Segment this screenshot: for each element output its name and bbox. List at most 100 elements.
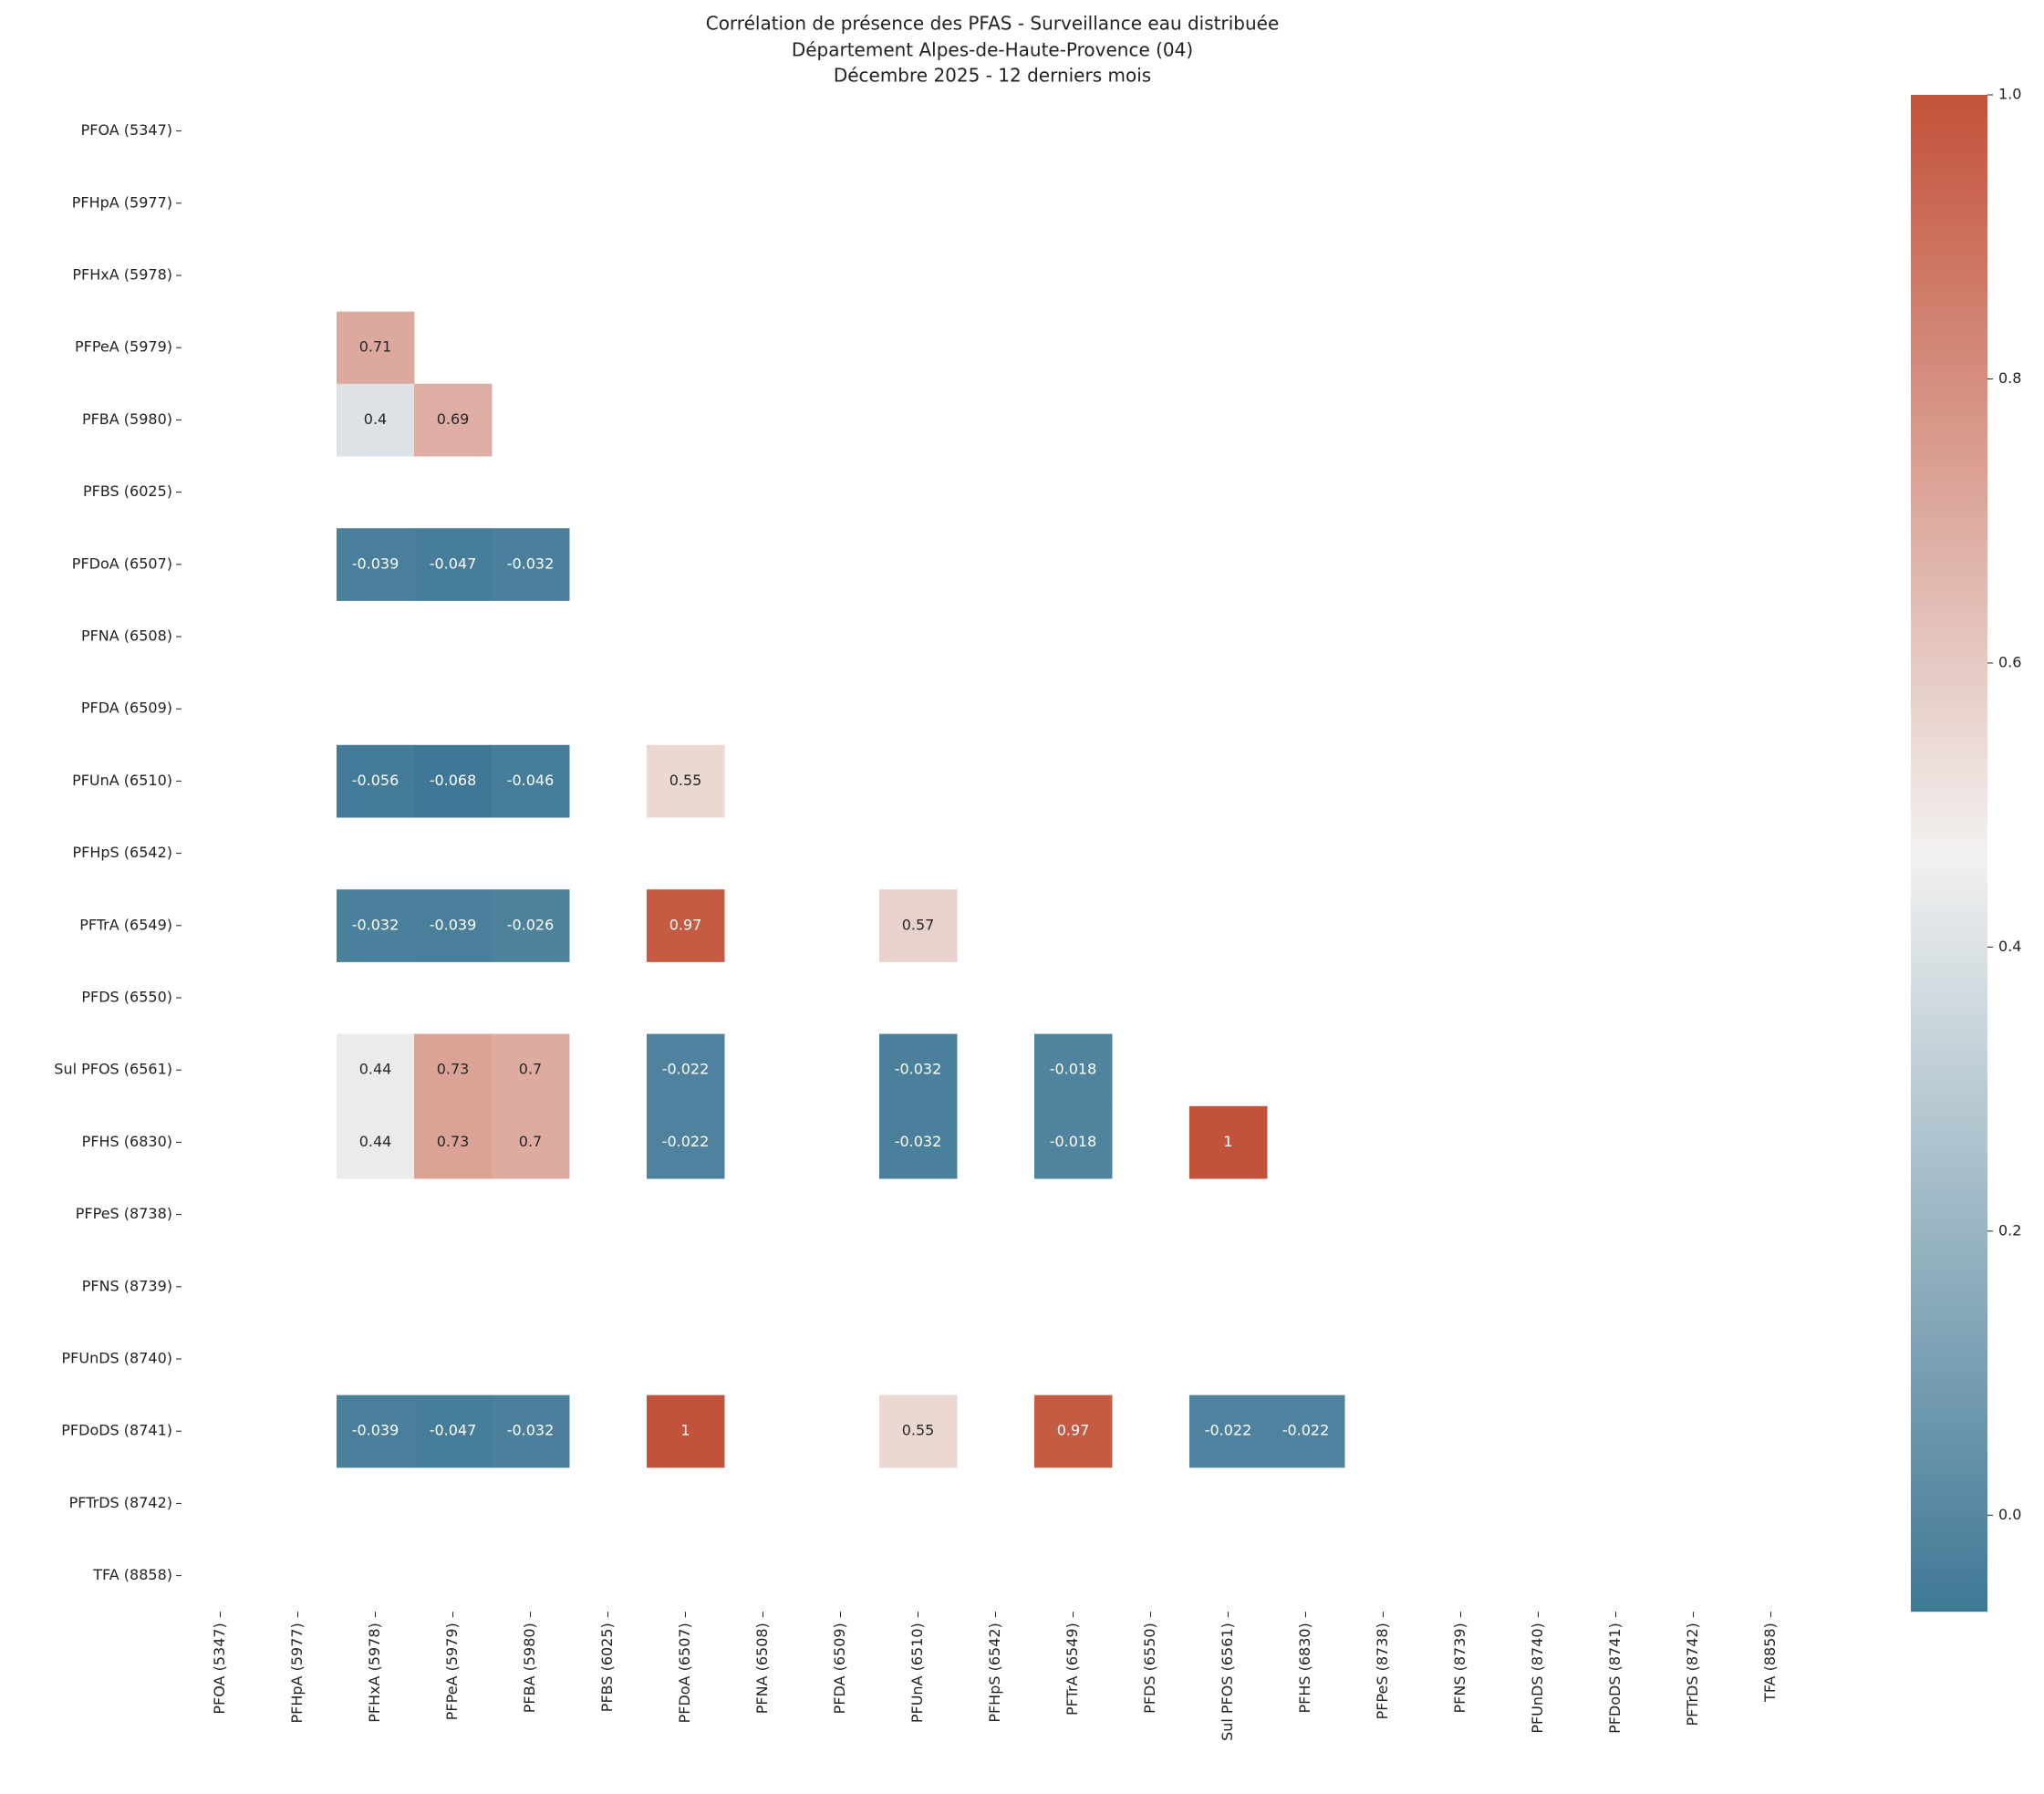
x-tick-label: PFDoA (6507) (676, 1623, 693, 1723)
x-tick-label: PFBS (6025) (598, 1623, 616, 1712)
cell-label: -0.022 (662, 1133, 710, 1150)
cell-label: 0.7 (519, 1133, 542, 1150)
cell-label: -0.032 (895, 1133, 942, 1150)
cell-label: 0.69 (437, 410, 470, 428)
x-tick-label: PFDoDS (8741) (1606, 1623, 1624, 1734)
y-tick-label: PFNA (6508) (81, 627, 172, 645)
heatmap-cell (879, 889, 958, 962)
heatmap-cell (414, 1395, 493, 1468)
cell-label: -0.018 (1050, 1133, 1097, 1150)
colorbar-tick-label: 0.8 (1998, 369, 2021, 387)
cell-label: -0.018 (1050, 1061, 1097, 1078)
cell-label: -0.039 (430, 916, 477, 933)
heatmap-cell (337, 1105, 415, 1179)
heatmap-cell (879, 1033, 958, 1107)
cell-label: 1 (680, 1422, 690, 1439)
cell-label: -0.032 (507, 1422, 555, 1439)
cell-label: -0.032 (895, 1061, 942, 1078)
y-tick-label: PFUnA (6510) (72, 772, 172, 789)
heatmap-cell (647, 1105, 725, 1179)
heatmap-cell (414, 1105, 493, 1179)
cell-label: -0.047 (430, 555, 477, 572)
cell-label: 0.7 (519, 1061, 542, 1078)
x-tick-label: PFHS (6830) (1296, 1623, 1313, 1713)
y-tick-label: PFDS (6550) (81, 989, 172, 1006)
cell-label: 0.55 (902, 1422, 935, 1439)
cell-label: -0.022 (1282, 1422, 1330, 1439)
cell-label: -0.026 (507, 916, 555, 933)
x-tick-label: PFUnA (6510) (908, 1623, 926, 1723)
heatmap-cell (414, 528, 493, 601)
heatmap-cell (647, 1033, 725, 1107)
y-tick-label: PFDoA (6507) (72, 555, 172, 572)
x-tick-label: PFPeS (8738) (1374, 1623, 1391, 1719)
heatmap-cell (647, 889, 725, 962)
cell-label: -0.068 (430, 772, 477, 789)
x-tick-label: PFHxA (5978) (366, 1623, 383, 1723)
cell-label: 0.97 (669, 916, 702, 933)
heatmap-cell (492, 528, 570, 601)
cell-label: -0.046 (507, 772, 555, 789)
cell-label: -0.022 (1205, 1422, 1252, 1439)
colorbar-tick-label: 0.0 (1998, 1506, 2021, 1523)
x-tick-label: PFNS (8739) (1451, 1623, 1468, 1713)
y-tick-label: PFBS (6025) (83, 482, 172, 500)
heatmap-cell (337, 1395, 415, 1468)
chart-title: Corrélation de présence des PFAS - Surve… (706, 13, 1280, 35)
cell-label: -0.032 (352, 916, 399, 933)
cell-label: 0.4 (364, 410, 387, 428)
cell-label: 0.73 (437, 1133, 470, 1150)
y-tick-label: PFTrA (6549) (79, 916, 172, 933)
y-tick-label: PFPeS (8738) (76, 1205, 172, 1222)
cell-label: -0.039 (352, 1422, 399, 1439)
y-tick-label: TFA (8858) (92, 1566, 172, 1583)
y-tick-label: PFHpS (6542) (73, 844, 172, 861)
x-tick-label: PFHpS (6542) (986, 1623, 1003, 1722)
cell-label: -0.056 (352, 772, 399, 789)
cell-label: 0.44 (359, 1061, 392, 1078)
heatmap-cell (414, 383, 493, 457)
x-tick-label: PFDS (6550) (1141, 1623, 1158, 1714)
heatmap-cell (337, 311, 415, 385)
heatmap-cell (879, 1105, 958, 1179)
x-tick-label: PFUnDS (8740) (1529, 1623, 1546, 1733)
x-tick-label: PFDA (6509) (831, 1623, 848, 1714)
heatmap-cell (414, 889, 493, 962)
colorbar-tick-label: 0.6 (1998, 653, 2021, 670)
x-tick-label: PFOA (5347) (211, 1623, 228, 1714)
cell-label: 0.71 (359, 338, 392, 356)
y-tick-label: PFTrDS (8742) (69, 1494, 172, 1511)
heatmap-cell (1189, 1395, 1268, 1468)
x-tick-label: PFNA (6508) (753, 1623, 771, 1714)
y-tick-label: PFHS (6830) (82, 1133, 172, 1150)
colorbar-tick-label: 1.0 (1998, 86, 2021, 103)
heatmap-cell (492, 744, 570, 818)
x-tick-label: PFTrA (6549) (1064, 1623, 1081, 1716)
heatmap-cell (414, 1033, 493, 1107)
y-tick-label: PFBA (5980) (82, 410, 172, 428)
heatmap-cell (1034, 1395, 1113, 1468)
chart-subtitle: Département Alpes-de-Haute-Provence (04) (792, 39, 1193, 61)
x-tick-label: Sul PFOS (6561) (1219, 1623, 1236, 1741)
heatmap-cell (647, 1395, 725, 1468)
heatmap-cell (492, 1395, 570, 1468)
heatmap-cell (879, 1395, 958, 1468)
heatmap-cell (1034, 1105, 1113, 1179)
x-tick-label: PFBA (5980) (521, 1623, 538, 1713)
colorbar-tick-label: 0.4 (1998, 938, 2021, 955)
chart-subtitle: Décembre 2025 - 12 derniers mois (834, 65, 1151, 87)
cell-label: 0.73 (437, 1061, 470, 1078)
cell-label: -0.032 (507, 555, 555, 572)
y-tick-label: PFDoDS (8741) (61, 1422, 172, 1439)
cell-label: 0.57 (902, 916, 935, 933)
y-tick-label: PFOA (5347) (81, 121, 172, 139)
heatmap-cell (337, 528, 415, 601)
x-tick-label: PFTrDS (8742) (1684, 1623, 1701, 1726)
heatmap-cell (492, 889, 570, 962)
heatmap-cell (1267, 1395, 1345, 1468)
heatmap-cell (647, 744, 725, 818)
heatmap-cell (1034, 1033, 1113, 1107)
heatmap-cell (492, 1033, 570, 1107)
heatmap-cell (337, 889, 415, 962)
